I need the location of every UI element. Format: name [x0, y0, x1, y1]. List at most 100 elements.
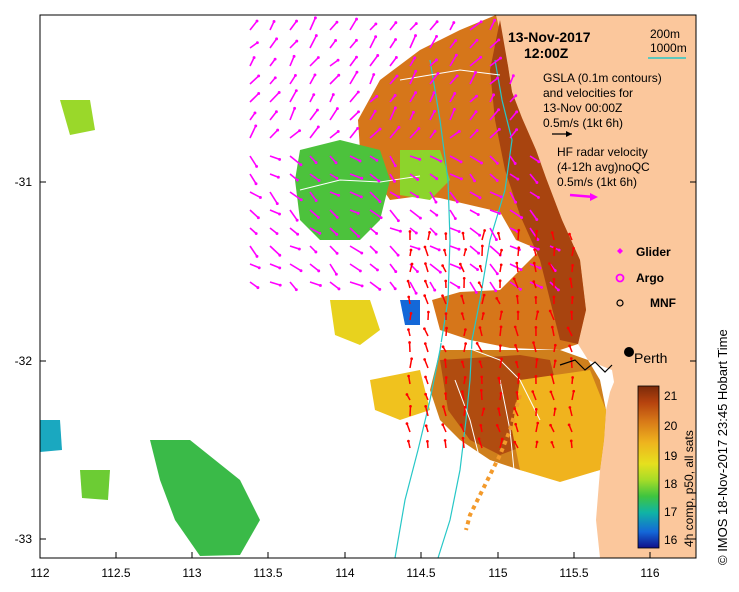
velocity-arrow [409, 155, 421, 161]
velocity-arrow [389, 75, 398, 85]
velocity-arrow [329, 281, 340, 290]
velocity-arrowhead [423, 342, 427, 345]
velocity-arrowhead [275, 202, 279, 206]
velocity-arrowhead [497, 127, 501, 131]
velocity-arrowhead [531, 390, 535, 393]
velocity-arrowhead [434, 232, 438, 236]
velocity-arrowhead [335, 232, 339, 236]
velocity-arrow [509, 155, 516, 164]
velocity-arrowhead [424, 392, 427, 396]
velocity-arrowhead [568, 406, 572, 409]
velocity-arrowhead [548, 309, 552, 313]
velocity-arrowhead [478, 360, 482, 364]
velocity-arrowhead [477, 437, 481, 441]
velocity-arrowhead [299, 269, 303, 273]
velocity-arrow [424, 263, 429, 273]
colorbar-tick: 21 [664, 389, 678, 403]
x-tick-label: 112.5 [101, 566, 130, 580]
velocity-arrow [249, 75, 260, 85]
velocity-arrow [369, 263, 378, 271]
map-date: 13-Nov-2017 [508, 29, 591, 45]
velocity-arrowhead [312, 93, 316, 97]
velocity-arrowhead [409, 248, 413, 252]
velocity-arrow [517, 230, 520, 241]
perth-label: Perth [634, 350, 667, 366]
velocity-arrowhead [549, 390, 553, 394]
velocity-arrow [548, 263, 555, 273]
velocity-arrow [349, 281, 363, 287]
velocity-arrowhead [397, 125, 401, 129]
velocity-arrow [509, 75, 515, 85]
velocity-arrow [289, 20, 298, 31]
velocity-arrowhead [536, 238, 540, 241]
velocity-arrowhead [482, 407, 486, 411]
velocity-arrowhead [394, 21, 398, 25]
velocity-arrowhead [444, 392, 447, 395]
velocity-arrowhead [444, 376, 448, 379]
velocity-arrowhead [424, 405, 428, 408]
velocity-arrowhead [378, 287, 382, 291]
velocity-arrowhead [536, 310, 540, 314]
hf-legend-line: 0.5m/s (1kt 6h) [557, 175, 637, 189]
velocity-arrowhead [438, 270, 442, 274]
colorbar-tick: 16 [664, 533, 678, 547]
velocity-arrow [289, 245, 300, 250]
mnf-circle-icon [616, 299, 624, 307]
velocity-arrow [489, 191, 502, 198]
velocity-arrow [369, 281, 381, 290]
velocity-arrowhead [314, 250, 318, 254]
velocity-arrow [489, 209, 500, 215]
x-tick-label: 113.5 [253, 566, 282, 580]
velocity-arrow [249, 245, 258, 257]
contour-1000m [394, 59, 451, 558]
x-tick-label: 116 [640, 566, 659, 580]
scale-legend-1000m: 1000m [650, 41, 687, 55]
velocity-arrowhead [569, 357, 573, 360]
velocity-arrow [423, 295, 429, 305]
velocity-arrow [349, 155, 361, 162]
velocity-arrowhead [278, 212, 281, 216]
velocity-arrow [469, 281, 477, 293]
velocity-arrowhead [460, 294, 464, 298]
velocity-arrow [349, 56, 358, 67]
y-tick-label: -31 [15, 175, 33, 189]
velocity-arrowhead [433, 129, 437, 133]
velocity-arrowhead [297, 247, 301, 251]
velocity-arrowhead [458, 262, 462, 266]
velocity-arrow [449, 227, 460, 233]
velocity-arrowhead [409, 404, 412, 408]
velocity-arrowhead [477, 281, 481, 285]
velocity-arrow [481, 294, 485, 305]
velocity-arrow [571, 391, 575, 401]
velocity-arrowhead [373, 109, 377, 113]
velocity-arrow [309, 35, 318, 49]
velocity-arrowhead [457, 247, 461, 251]
velocity-arrow [389, 155, 397, 167]
x-tick-label: 115.5 [559, 566, 588, 580]
velocity-arrowhead [572, 246, 575, 250]
velocity-arrowhead [513, 325, 517, 329]
velocity-arrowhead [444, 279, 448, 283]
velocity-arrow [349, 173, 362, 180]
velocity-arrow [289, 263, 302, 272]
velocity-arrow [409, 92, 417, 103]
hf-radar-velocity-arrows [405, 228, 576, 449]
velocity-arrowhead [479, 55, 483, 59]
velocity-arrowhead [464, 248, 468, 251]
velocity-arrowhead [568, 344, 571, 348]
velocity-arrowhead [569, 439, 573, 443]
velocity-arrow [269, 245, 281, 256]
velocity-arrowhead [570, 310, 573, 314]
velocity-arrow [449, 108, 456, 121]
velocity-arrow [249, 281, 259, 289]
velocity-arrowhead [356, 211, 360, 215]
velocity-arrowhead [500, 437, 504, 441]
velocity-arrow [269, 155, 280, 161]
velocity-arrow [389, 227, 401, 232]
velocity-arrowhead [475, 38, 479, 42]
velocity-arrow [489, 245, 501, 256]
velocity-arrow [509, 263, 522, 271]
velocity-arrowhead [534, 326, 538, 329]
velocity-arrowhead [455, 74, 459, 78]
velocity-arrow [449, 54, 458, 67]
